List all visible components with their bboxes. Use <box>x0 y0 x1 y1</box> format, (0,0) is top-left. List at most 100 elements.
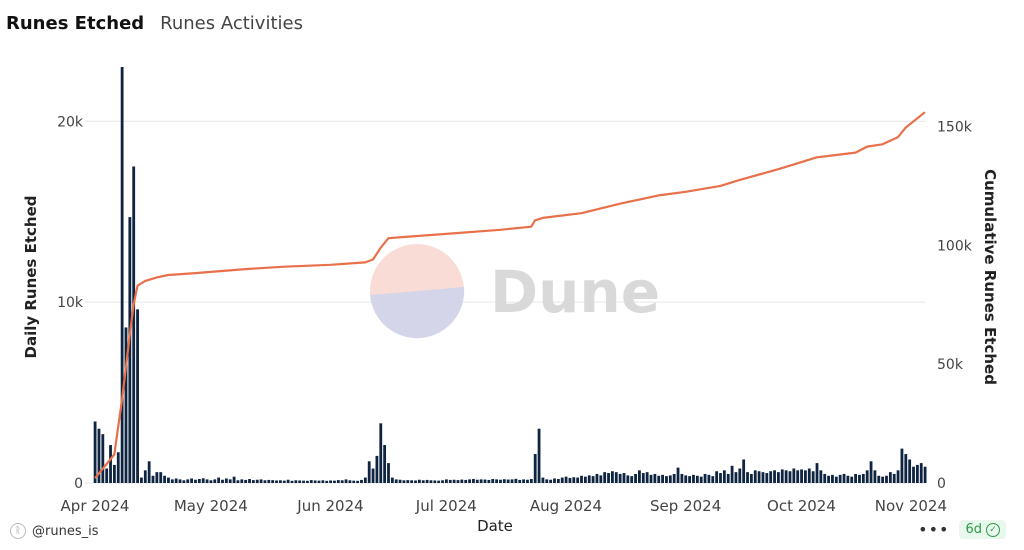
check-circle-icon: ✓ <box>986 522 1000 537</box>
daily-bar <box>711 476 715 483</box>
daily-bar <box>271 480 275 483</box>
daily-bar <box>572 477 576 483</box>
source-handle[interactable]: @runes_is <box>32 523 99 539</box>
daily-bar <box>784 470 788 483</box>
daily-bar <box>410 480 414 483</box>
daily-bar <box>414 480 417 483</box>
tab-runes-etched[interactable]: Runes Etched <box>6 12 145 34</box>
daily-bar <box>352 480 356 483</box>
daily-bar <box>93 421 97 483</box>
daily-bar <box>526 479 529 483</box>
daily-bar <box>850 476 854 483</box>
daily-bar <box>367 461 371 483</box>
daily-bar <box>479 479 483 483</box>
daily-bar <box>363 477 367 483</box>
daily-bar <box>804 470 807 483</box>
daily-bar <box>761 472 765 483</box>
daily-bar <box>580 475 583 483</box>
watermark-logo-half <box>370 287 465 339</box>
daily-bar <box>912 466 915 483</box>
daily-bar <box>614 472 618 483</box>
daily-bar <box>888 472 892 483</box>
daily-bar <box>726 473 730 483</box>
daily-bar <box>715 471 719 483</box>
daily-bar <box>294 480 298 483</box>
daily-bar <box>568 477 572 483</box>
daily-bar <box>221 479 224 483</box>
daily-bar <box>201 478 205 483</box>
x-tick-label: May 2024 <box>174 497 248 515</box>
daily-bar <box>553 478 556 483</box>
daily-bar <box>707 474 711 483</box>
daily-bar <box>155 472 159 483</box>
daily-bar <box>255 479 259 483</box>
daily-bar <box>699 476 703 483</box>
daily-bar <box>317 480 321 483</box>
daily-bar <box>796 470 800 483</box>
daily-bar <box>780 469 784 483</box>
daily-bar <box>537 428 541 483</box>
daily-bar <box>896 470 900 483</box>
daily-bar <box>522 479 526 483</box>
daily-bar <box>433 480 437 483</box>
daily-bar <box>688 476 692 483</box>
daily-bar <box>387 463 390 483</box>
daily-bar <box>209 480 213 483</box>
daily-bar <box>452 479 456 483</box>
daily-bar <box>514 478 518 483</box>
source-attribution: ᚱ @runes_is <box>10 523 98 539</box>
daily-bar <box>290 480 294 483</box>
daily-bar <box>205 479 209 483</box>
daily-bar <box>302 480 305 483</box>
tab-runes-activities[interactable]: Runes Activities <box>160 12 303 34</box>
daily-bar <box>383 445 387 483</box>
daily-bar <box>676 467 680 483</box>
daily-bar <box>244 479 248 483</box>
daily-bar <box>417 479 421 483</box>
daily-bar <box>105 468 109 483</box>
daily-bar <box>329 480 332 483</box>
more-options-button[interactable]: ••• <box>918 520 950 539</box>
daily-bar <box>186 479 190 483</box>
daily-bar <box>560 477 564 483</box>
refresh-age-badge[interactable]: 6d ✓ <box>959 520 1006 539</box>
daily-bar <box>518 479 522 483</box>
daily-bar <box>815 463 819 483</box>
daily-bar <box>124 327 128 483</box>
daily-bar <box>306 480 309 483</box>
daily-bar <box>279 480 282 483</box>
daily-bar <box>375 455 379 483</box>
daily-bar <box>769 471 773 483</box>
daily-bar <box>120 67 124 483</box>
daily-bar <box>622 473 626 483</box>
daily-bar <box>722 470 726 483</box>
daily-bar <box>309 480 313 483</box>
daily-bar <box>773 470 776 483</box>
daily-bar <box>549 479 553 483</box>
daily-bar <box>788 471 792 483</box>
daily-bar <box>163 475 166 483</box>
daily-bar <box>236 480 240 483</box>
daily-bar <box>881 476 885 483</box>
daily-bar <box>448 479 452 483</box>
x-tick-label: Apr 2024 <box>61 497 130 515</box>
daily-bar <box>587 475 591 483</box>
daily-bar <box>445 479 448 483</box>
daily-bar <box>286 479 290 483</box>
daily-bar <box>823 473 827 483</box>
daily-bar <box>668 475 672 483</box>
daily-bar <box>908 459 912 483</box>
daily-bar <box>429 480 433 483</box>
daily-bar <box>437 480 441 483</box>
daily-bar <box>228 479 232 483</box>
daily-bar <box>421 480 425 483</box>
daily-bar <box>167 477 170 483</box>
daily-bar <box>649 474 653 483</box>
daily-bar <box>213 479 217 483</box>
x-tick-label: Aug 2024 <box>530 497 602 515</box>
daily-bar <box>858 474 861 483</box>
daily-bar <box>777 472 780 483</box>
daily-bar <box>827 475 830 483</box>
daily-bar <box>564 476 568 483</box>
daily-bar <box>487 479 491 483</box>
